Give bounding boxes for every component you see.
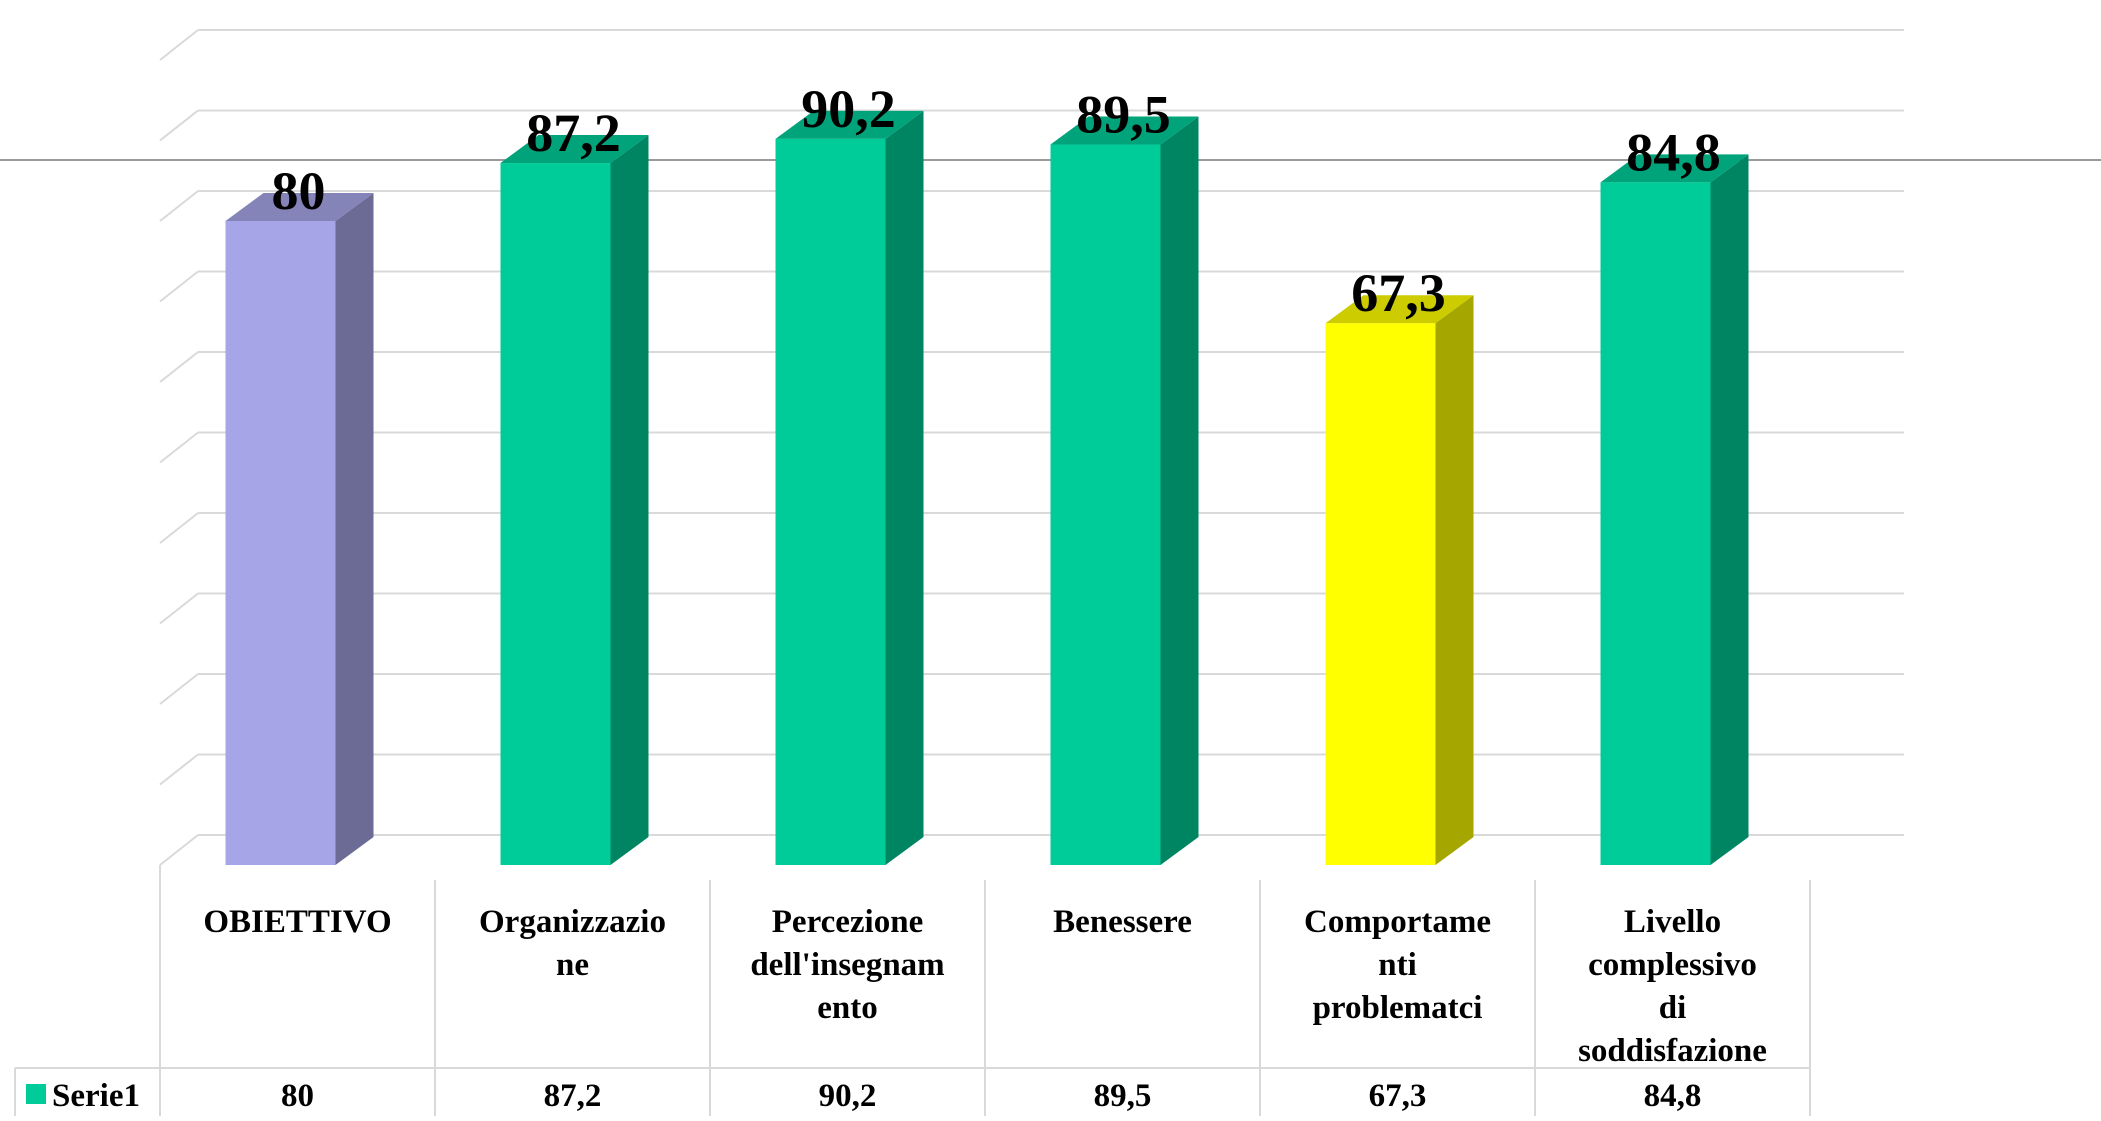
bar — [226, 221, 336, 865]
bar — [1326, 323, 1436, 865]
side-wall-gridline — [160, 30, 198, 60]
bar-side — [1161, 117, 1199, 865]
category-label: ento — [817, 990, 878, 1026]
legend-swatch — [26, 1084, 46, 1104]
bar-side — [611, 135, 649, 865]
data-label: 90,2 — [801, 79, 896, 139]
bar-side — [886, 111, 924, 865]
side-wall-gridline — [160, 835, 198, 865]
data-label: 80 — [272, 161, 326, 221]
table-value: 89,5 — [1094, 1078, 1152, 1114]
bar — [1601, 182, 1711, 865]
category-label: nti — [1378, 947, 1417, 983]
table-value: 90,2 — [819, 1078, 877, 1114]
side-wall-gridline — [160, 674, 198, 704]
bar — [1051, 145, 1161, 865]
data-label: 84,8 — [1626, 122, 1721, 182]
side-wall-gridline — [160, 594, 198, 624]
side-wall-gridline — [160, 352, 198, 382]
category-label: OBIETTIVO — [203, 904, 391, 940]
category-label: Benessere — [1053, 904, 1192, 940]
bar — [776, 139, 886, 865]
data-label: 89,5 — [1076, 85, 1171, 145]
category-label: complessivo — [1588, 947, 1757, 983]
data-label: 87,2 — [526, 103, 621, 163]
category-label: problematci — [1313, 990, 1483, 1026]
bar-side — [336, 193, 374, 865]
category-label: dell'insegnam — [750, 947, 944, 983]
bar — [501, 163, 611, 865]
side-wall-gridline — [160, 272, 198, 302]
side-wall-gridline — [160, 433, 198, 463]
side-wall-gridline — [160, 191, 198, 221]
data-label: 67,3 — [1351, 263, 1446, 323]
table-value: 80 — [281, 1078, 314, 1114]
category-label: Organizzazio — [479, 904, 666, 940]
category-label: soddisfazione — [1578, 1033, 1767, 1069]
side-wall-gridline — [160, 755, 198, 785]
side-wall-gridline — [160, 513, 198, 543]
category-label: Livello — [1624, 904, 1721, 940]
table-value: 84,8 — [1644, 1078, 1702, 1114]
category-label: ne — [556, 947, 589, 983]
table-value: 87,2 — [544, 1078, 602, 1114]
bar-side — [1711, 154, 1749, 865]
category-label: Percezione — [772, 904, 923, 940]
side-wall-gridline — [160, 111, 198, 141]
category-label: Comportame — [1304, 904, 1491, 940]
category-label: di — [1659, 990, 1687, 1026]
legend-label: Serie1 — [52, 1078, 140, 1114]
table-value: 67,3 — [1369, 1078, 1427, 1114]
bar-side — [1436, 295, 1474, 865]
